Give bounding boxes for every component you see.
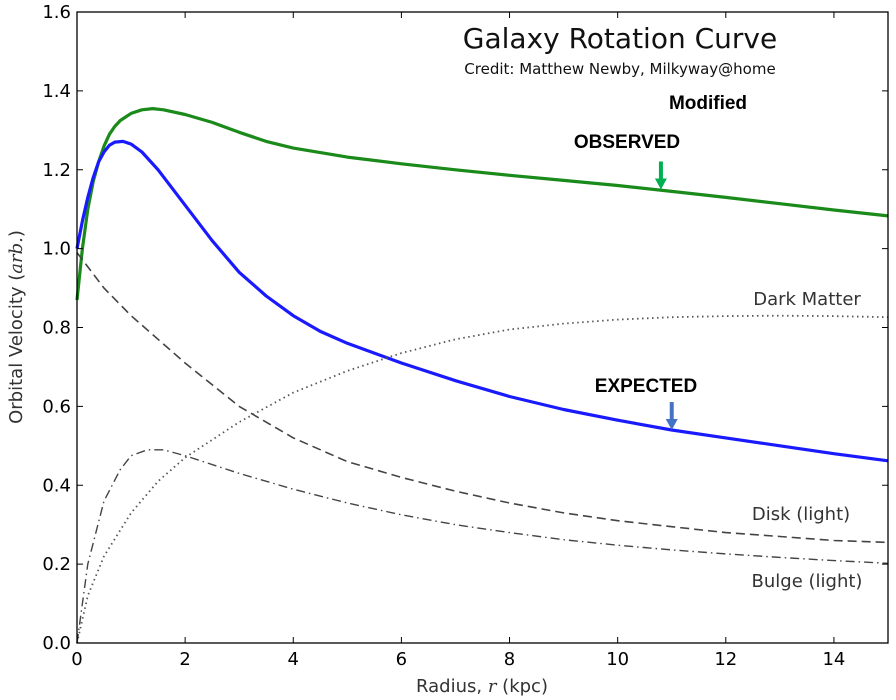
x-tick-label: 2 <box>179 649 190 670</box>
x-tick-label: 14 <box>822 649 845 670</box>
axis-ticks: 0 2 4 6 8 10 12 14 0.0 0.2 0.4 0.6 0.8 1.0 1.2 1.4 1.6 <box>42 2 888 670</box>
y-tick-label: 1.2 <box>42 160 71 181</box>
observed-label: OBSERVED <box>574 132 680 153</box>
plot-lines <box>75 107 889 644</box>
y-tick-label: 0.2 <box>42 554 71 575</box>
expected-arrow <box>665 402 678 431</box>
series-line-disk-light <box>76 252 889 544</box>
x-tick-label: 0 <box>71 649 82 670</box>
x-tick-label: 6 <box>396 649 407 670</box>
series-line-observed <box>75 107 889 301</box>
modified-label: Modified <box>669 93 747 114</box>
disk-label: Disk (light) <box>752 504 850 525</box>
x-tick-label: 8 <box>504 649 515 670</box>
x-axis-label: Radius, r (kpc) <box>416 676 548 697</box>
y-tick-label: 1.6 <box>42 2 71 23</box>
dark-matter-label: Dark Matter <box>753 289 861 310</box>
chart-credit: Credit: Matthew Newby, Milkyway@home <box>464 60 775 78</box>
y-axis-label: Orbital Velocity (arb.) <box>6 230 27 424</box>
expected-arrow-head <box>665 419 678 431</box>
observed-arrow <box>654 161 667 190</box>
x-tick-label: 4 <box>288 649 299 670</box>
plot-frame <box>76 11 889 644</box>
annotation-arrows <box>654 161 678 431</box>
y-tick-label: 0.8 <box>42 318 71 339</box>
series-line-bulge-light <box>76 449 889 644</box>
observed-arrow-head <box>654 178 667 190</box>
expected-label: EXPECTED <box>595 376 697 397</box>
series-line-expected <box>75 139 889 463</box>
y-tick-label: 0.4 <box>42 475 71 496</box>
chart-title: Galaxy Rotation Curve <box>463 22 777 55</box>
x-tick-label: 12 <box>714 649 737 670</box>
y-tick-label: 0.6 <box>42 396 71 417</box>
y-tick-label: 1.0 <box>42 239 71 260</box>
x-tick-label: 10 <box>606 649 629 670</box>
bulge-label: Bulge (light) <box>752 571 863 592</box>
y-tick-label: 1.4 <box>42 81 71 102</box>
series-line-dark-matter <box>76 314 889 644</box>
y-tick-label: 0.0 <box>42 633 71 654</box>
